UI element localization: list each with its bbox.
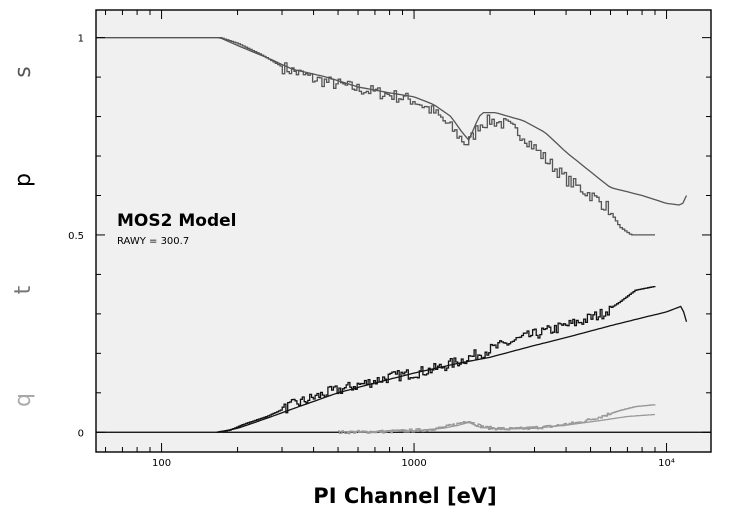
annotation-title: MOS2 Model — [117, 211, 236, 231]
side-letter-q: q — [11, 393, 36, 407]
series-line-2 — [216, 285, 656, 433]
side-letter-t: t — [11, 285, 36, 294]
x-tick-label: 10⁴ — [658, 458, 675, 469]
plot-frame — [95, 9, 712, 453]
series-line-4 — [338, 404, 656, 435]
series-line-5 — [357, 413, 656, 433]
series-line-1 — [96, 36, 688, 206]
series-line-3 — [216, 305, 688, 433]
x-axis-title: PI Channel [eV] — [313, 484, 496, 508]
y-tick-label: 0 — [78, 428, 84, 439]
side-letter-p: p — [11, 173, 36, 187]
series-line-0 — [96, 36, 655, 236]
annotation-subtitle: RAWY = 300.7 — [117, 236, 189, 247]
y-tick-label: 1 — [78, 34, 84, 45]
plot-area — [96, 10, 711, 452]
x-tick-label: 100 — [152, 458, 171, 469]
y-tick-label: 0.5 — [68, 231, 84, 242]
side-letter-s: s — [11, 66, 36, 77]
x-tick-label: 1000 — [401, 458, 426, 469]
